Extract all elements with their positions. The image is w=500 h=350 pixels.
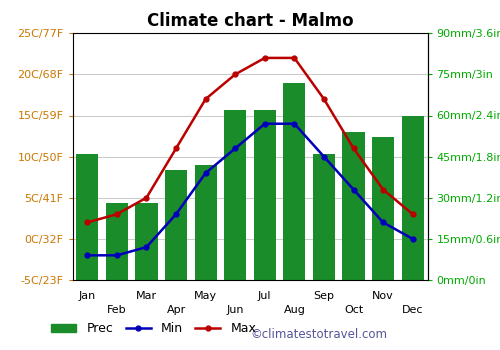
Text: Feb: Feb (107, 305, 126, 315)
Text: Aug: Aug (284, 305, 306, 315)
Text: Apr: Apr (166, 305, 186, 315)
Text: Jul: Jul (258, 291, 272, 301)
Bar (342, 132, 364, 280)
Text: Dec: Dec (402, 305, 423, 315)
Bar (313, 154, 335, 280)
Text: Oct: Oct (344, 305, 363, 315)
Bar (284, 83, 306, 280)
Bar (372, 138, 394, 280)
Text: Sep: Sep (314, 291, 334, 301)
Bar (76, 154, 98, 280)
Text: May: May (194, 291, 217, 301)
Bar (165, 170, 187, 280)
Bar (254, 110, 276, 280)
Title: Climate chart - Malmo: Climate chart - Malmo (146, 12, 354, 30)
Text: Nov: Nov (372, 291, 394, 301)
Bar (402, 116, 424, 280)
Bar (136, 203, 158, 280)
Bar (194, 165, 216, 280)
Text: ©climatestotravel.com: ©climatestotravel.com (250, 328, 387, 341)
Bar (224, 110, 246, 280)
Legend: Prec, Min, Max: Prec, Min, Max (46, 317, 261, 340)
Bar (106, 203, 128, 280)
Text: Jan: Jan (78, 291, 96, 301)
Text: Jun: Jun (226, 305, 244, 315)
Text: Mar: Mar (136, 291, 157, 301)
